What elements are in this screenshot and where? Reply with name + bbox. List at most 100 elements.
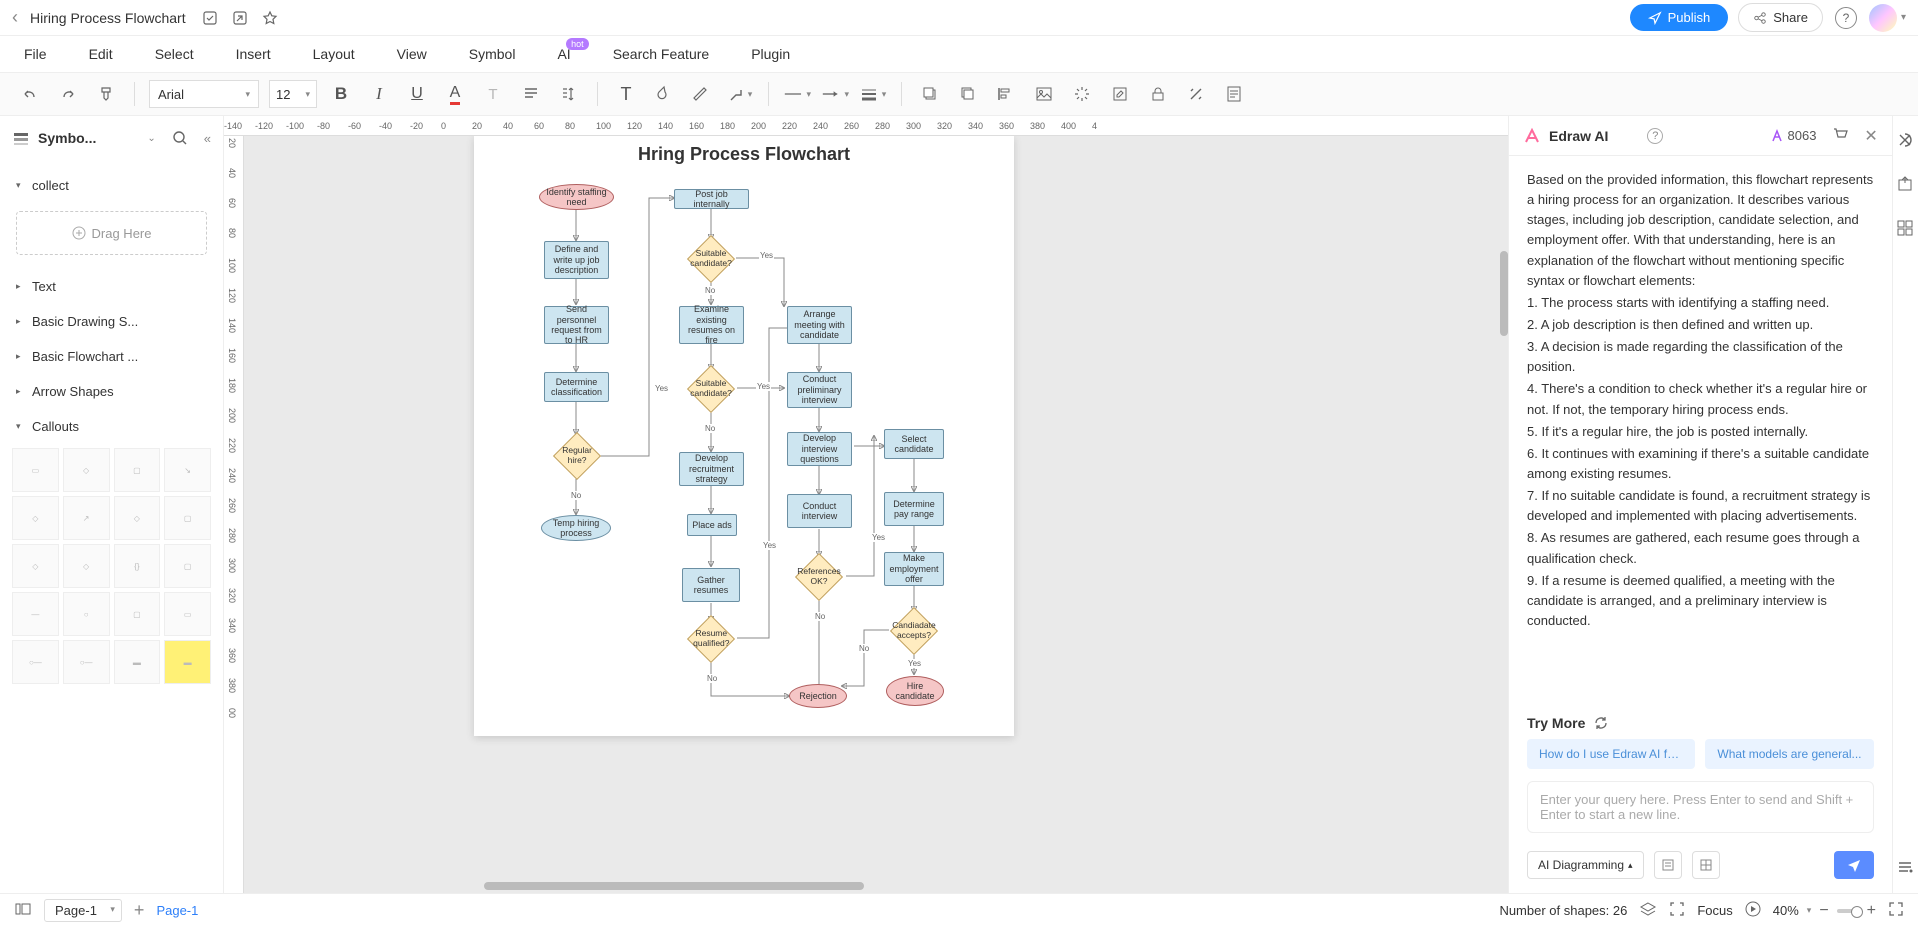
page-tab[interactable]: Page-1 [156,903,198,918]
callout-shape[interactable]: ▬ [114,640,161,684]
callout-shape[interactable]: {} [114,544,161,588]
node-rect[interactable]: Define and write up job description [544,241,609,279]
close-ai-icon[interactable]: ✕ [1864,126,1877,146]
page-view-icon[interactable] [14,900,32,921]
callout-shape[interactable]: ◇ [114,496,161,540]
redo-icon[interactable] [54,80,82,108]
node-decision[interactable]: Resume qualified? [687,615,735,663]
node-rect[interactable]: Gather resumes [682,568,740,602]
undo-icon[interactable] [16,80,44,108]
fullscreen-icon[interactable] [1888,901,1904,920]
grid-icon[interactable] [1893,216,1917,240]
section-collect[interactable]: ▾collect [12,168,211,203]
callout-shape[interactable]: ▭ [12,448,59,492]
ai-mode-button[interactable]: AI Diagramming▴ [1527,851,1644,879]
italic-icon[interactable]: I [365,80,393,108]
callout-shape[interactable]: ◇ [63,448,110,492]
connector-icon[interactable]: ▾ [726,80,754,108]
zoom-in-icon[interactable]: + [1867,902,1876,920]
callout-shape[interactable]: ▢ [114,448,161,492]
attachment-icon[interactable] [1654,851,1682,879]
focus-label[interactable]: Focus [1697,903,1732,918]
menu-file[interactable]: File [24,46,47,62]
node-rect[interactable]: Make employment offer [884,552,944,586]
page-settings-icon[interactable] [1220,80,1248,108]
publish-button[interactable]: Publish [1630,4,1729,31]
line-style-icon[interactable]: ▾ [783,80,811,108]
focus-crop-icon[interactable] [1669,901,1685,920]
ai-help-icon[interactable]: ? [1647,128,1663,144]
ai-points[interactable]: 8063 [1770,128,1817,143]
revision-icon[interactable] [198,6,222,30]
text-case-icon[interactable]: T [479,80,507,108]
node-rect[interactable]: Determine pay range [884,492,944,526]
page-dropdown[interactable]: Page-1▾ [44,899,122,922]
line-width-icon[interactable]: ▾ [859,80,887,108]
menu-view[interactable]: View [397,46,427,62]
section-text[interactable]: ▸Text [12,269,211,304]
font-color-icon[interactable]: A [441,80,469,108]
drag-here-zone[interactable]: Drag Here [16,211,207,255]
send-button[interactable] [1834,851,1874,879]
node-decision[interactable]: Candiadate accepts? [890,607,938,655]
node-rect[interactable]: Examine existing resumes on fire [679,306,744,344]
menu-plugin[interactable]: Plugin [751,46,790,62]
edit-tool-icon[interactable] [1106,80,1134,108]
share-button[interactable]: Share [1738,3,1823,32]
user-dropdown-icon[interactable]: ▾ [1901,12,1906,23]
underline-icon[interactable]: U [403,80,431,108]
template-icon[interactable] [1692,851,1720,879]
section-arrow-shapes[interactable]: ▸Arrow Shapes [12,374,211,409]
format-painter-icon[interactable] [92,80,120,108]
refresh-icon[interactable] [1593,715,1609,731]
back-icon[interactable]: ‹ [12,7,18,28]
callout-shape[interactable]: ▭ [164,592,211,636]
zoom-level[interactable]: 40% [1773,903,1799,918]
spacing-icon[interactable] [555,80,583,108]
callout-shape[interactable]: ○— [12,640,59,684]
image-icon[interactable] [1030,80,1058,108]
callout-shape[interactable]: ↗ [63,496,110,540]
callout-shape[interactable]: ◇ [12,544,59,588]
menu-layout[interactable]: Layout [313,46,355,62]
node-decision[interactable]: Suitable candidate? [687,235,735,283]
node-decision[interactable]: Suitable candidate? [687,365,735,413]
node-rect[interactable]: Determine classification [544,372,609,402]
page-surface[interactable]: Hring Process Flowchart [474,136,1014,736]
horizontal-scrollbar[interactable] [484,882,864,890]
node-rect[interactable]: Place ads [687,514,737,536]
callout-shape[interactable]: ○— [63,640,110,684]
callout-shape[interactable]: ▢ [164,496,211,540]
callout-shape[interactable]: ○ [63,592,110,636]
line-color-icon[interactable] [688,80,716,108]
search-icon[interactable] [172,130,188,146]
suggestion-chip[interactable]: How do I use Edraw AI fo... [1527,739,1695,769]
node-decision[interactable]: References OK? [795,553,843,601]
fill-icon[interactable] [650,80,678,108]
node-rect[interactable]: Develop interview questions [787,432,852,466]
avatar[interactable] [1869,4,1897,32]
play-icon[interactable] [1745,901,1761,920]
align-objects-icon[interactable] [992,80,1020,108]
callout-shape[interactable]: ◇ [12,496,59,540]
node-rect[interactable]: Send personnel request from to HR [544,306,609,344]
section-basic-flowchart[interactable]: ▸Basic Flowchart ... [12,339,211,374]
vertical-scrollbar[interactable] [1500,251,1508,336]
font-size-select[interactable]: 12▾ [269,80,317,108]
send-back-icon[interactable] [954,80,982,108]
open-external-icon[interactable] [228,6,252,30]
tools-icon[interactable] [1182,80,1210,108]
menu-select[interactable]: Select [155,46,194,62]
callout-shape[interactable]: ▢ [164,544,211,588]
callout-shape[interactable]: ↘ [164,448,211,492]
node-end[interactable]: Temp hiring process [541,515,611,541]
star-icon[interactable] [258,6,282,30]
bring-front-icon[interactable] [916,80,944,108]
canvas[interactable]: Hring Process Flowchart [244,136,1508,893]
marker-icon[interactable] [1893,128,1917,152]
node-start[interactable]: Identify staffing need [539,184,614,210]
callout-shape[interactable]: ▢ [114,592,161,636]
font-select[interactable]: Arial▾ [149,80,259,108]
menu-insert[interactable]: Insert [236,46,271,62]
zoom-out-icon[interactable]: − [1819,902,1828,920]
